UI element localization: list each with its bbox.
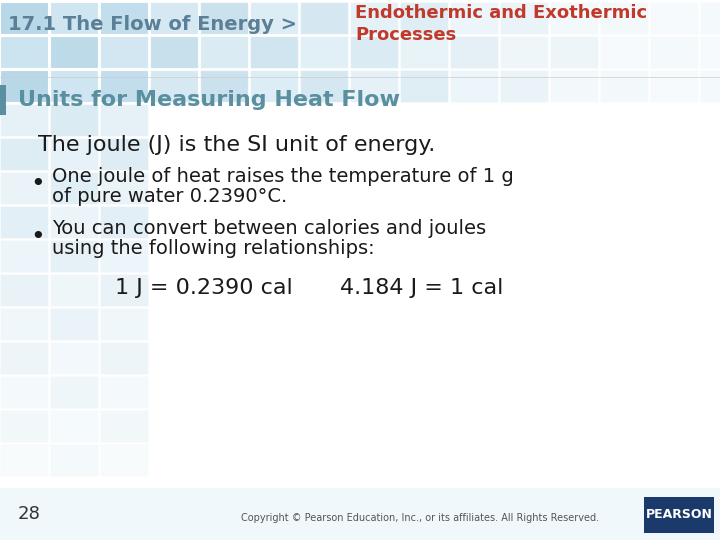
Bar [50,274,98,306]
Bar [0,36,48,68]
Bar [0,85,6,115]
Bar [250,36,298,68]
Bar [350,2,398,34]
Bar [300,36,348,68]
Bar [50,342,98,374]
Bar [600,36,648,68]
Bar [50,104,98,136]
Bar [500,36,548,68]
Bar [0,2,48,34]
Bar [0,444,48,476]
Bar [0,138,48,170]
Bar [200,2,248,34]
Bar [0,104,48,136]
Bar [100,410,148,442]
Bar [100,172,148,204]
Bar [0,206,48,238]
Bar [50,172,98,204]
Text: 1 J = 0.2390 cal: 1 J = 0.2390 cal [115,278,293,298]
Bar [100,342,148,374]
Bar [700,70,720,102]
Bar [450,70,498,102]
Text: Endothermic and Exothermic: Endothermic and Exothermic [355,4,647,22]
Bar [100,138,148,170]
Bar [0,172,48,204]
Bar [100,376,148,408]
Bar [0,410,48,442]
Text: 28: 28 [18,505,41,523]
Bar [0,274,48,306]
Text: You can convert between calories and joules: You can convert between calories and jou… [52,219,486,239]
Bar [50,410,98,442]
Text: Processes: Processes [355,26,456,44]
Bar [400,70,448,102]
Bar [0,488,720,540]
Bar [0,308,48,340]
Bar [50,36,98,68]
Bar [150,2,198,34]
Bar [300,70,348,102]
Text: One joule of heat raises the temperature of 1 g: One joule of heat raises the temperature… [52,166,514,186]
Bar [50,376,98,408]
Bar [350,36,398,68]
Bar [100,104,148,136]
Bar [600,2,648,34]
Bar [644,497,714,533]
Bar [0,376,48,408]
Bar [50,2,98,34]
Bar [50,308,98,340]
Bar [100,308,148,340]
Bar [150,70,198,102]
Bar [100,206,148,238]
Bar [200,70,248,102]
Bar [650,70,698,102]
Bar [100,444,148,476]
Text: of pure water 0.2390°C.: of pure water 0.2390°C. [52,186,287,206]
Bar [450,36,498,68]
Bar [500,70,548,102]
Bar [50,206,98,238]
Text: 4.184 J = 1 cal: 4.184 J = 1 cal [340,278,503,298]
Bar [650,2,698,34]
Bar [200,36,248,68]
Bar [0,342,48,374]
Text: Units for Measuring Heat Flow: Units for Measuring Heat Flow [18,90,400,110]
Bar [50,240,98,272]
Bar [650,36,698,68]
Bar [250,70,298,102]
Bar [350,70,398,102]
Bar [100,274,148,306]
Bar [550,36,598,68]
Bar [700,36,720,68]
Bar [50,138,98,170]
Bar [500,2,548,34]
Bar [100,70,148,102]
Text: using the following relationships:: using the following relationships: [52,240,374,259]
Text: The joule (J) is the SI unit of energy.: The joule (J) is the SI unit of energy. [38,135,436,155]
Bar [50,70,98,102]
Bar [0,240,48,272]
Text: 17.1 The Flow of Energy >: 17.1 The Flow of Energy > [8,15,297,33]
Bar [400,2,448,34]
Bar [150,36,198,68]
Bar [100,2,148,34]
Bar [100,36,148,68]
Bar [100,240,148,272]
Text: •: • [30,172,45,196]
Text: PEARSON: PEARSON [646,509,712,522]
Text: •: • [30,225,45,249]
Bar [400,36,448,68]
Bar [300,2,348,34]
Bar [450,2,498,34]
Bar [550,70,598,102]
Text: Copyright © Pearson Education, Inc., or its affiliates. All Rights Reserved.: Copyright © Pearson Education, Inc., or … [241,513,599,523]
Bar [700,2,720,34]
Bar [600,70,648,102]
Bar [0,70,48,102]
Bar [50,444,98,476]
Bar [550,2,598,34]
Bar [250,2,298,34]
